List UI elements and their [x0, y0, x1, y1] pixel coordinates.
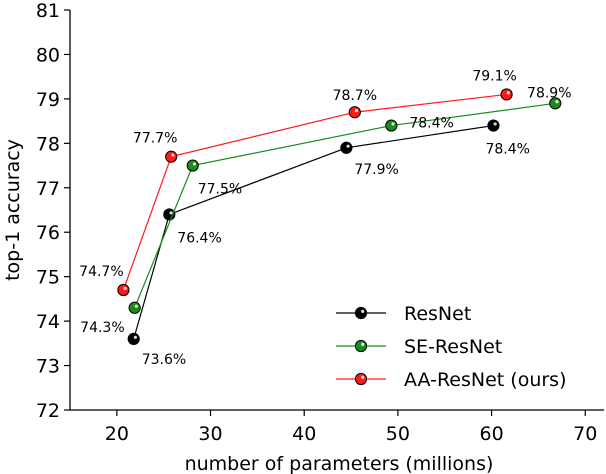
series-1-data-label: 74.3% — [80, 320, 124, 336]
x-tick-label: 50 — [386, 423, 410, 445]
series-0-point-highlight — [493, 122, 497, 126]
y-axis-title: top-1 accuracy — [2, 139, 24, 281]
y-tick-label: 81 — [36, 0, 60, 22]
y-tick-label: 79 — [36, 89, 60, 111]
legend-marker-highlight-1 — [361, 342, 365, 346]
series-2-data-label: 77.7% — [133, 131, 177, 147]
series-0-data-label: 73.6% — [142, 352, 186, 368]
series-1-point-highlight — [134, 304, 138, 308]
legend-label-2: AA-ResNet (ours) — [404, 369, 567, 391]
y-tick-label: 76 — [36, 222, 60, 244]
series-1-point-highlight — [192, 162, 197, 166]
series-1-data-label: 78.9% — [527, 85, 571, 101]
x-tick-label: 30 — [198, 423, 222, 445]
series-2-point-highlight — [506, 91, 510, 95]
y-tick-label: 72 — [36, 400, 60, 422]
legend-marker-0 — [354, 306, 368, 320]
series-2-point-highlight — [354, 109, 359, 113]
series-2-point — [500, 88, 513, 101]
series-0-point-highlight — [346, 144, 350, 148]
legend-marker-highlight-2 — [361, 375, 365, 379]
legend-marker-highlight-0 — [361, 309, 365, 313]
y-tick-label: 75 — [36, 267, 60, 289]
y-tick-label: 80 — [36, 44, 60, 66]
series-0-point — [340, 141, 353, 154]
series-1-data-label: 78.4% — [409, 116, 453, 132]
legend-label-0: ResNet — [404, 303, 471, 325]
y-tick-label: 77 — [36, 178, 60, 200]
x-axis-title: number of parameters (millions) — [185, 453, 494, 474]
legend-marker-1 — [354, 339, 368, 353]
series-0-data-label: 77.9% — [354, 162, 398, 178]
series-2-data-label: 74.7% — [79, 264, 123, 280]
series-2-point — [117, 283, 130, 297]
series-0-point-highlight — [169, 211, 173, 215]
x-tick-label: 40 — [292, 423, 316, 445]
series-1-point — [186, 159, 199, 172]
series-2-data-label: 78.7% — [333, 88, 377, 104]
series-1-point-highlight — [555, 100, 559, 104]
series-0-point — [127, 332, 140, 345]
series-2-point — [348, 106, 361, 119]
series-line-2 — [122, 93, 507, 291]
series-0-data-label: 78.4% — [485, 142, 529, 158]
series-line-0 — [133, 124, 494, 340]
x-tick-label: 20 — [105, 423, 129, 445]
series-1-point — [385, 119, 398, 132]
y-tick-label: 73 — [36, 356, 60, 378]
series-1-point — [128, 301, 141, 314]
data-labels: 73.6% 76.4% 77.9% 78.4% 74.3% 77.5% 78.4% 78.9%… — [79, 68, 571, 367]
legend-marker-2 — [354, 372, 368, 386]
series-0-data-label: 76.4% — [177, 230, 221, 246]
x-tick-label: 60 — [479, 423, 503, 445]
series-2-data-label: 79.1% — [472, 68, 516, 84]
series-1-data-label: 77.5% — [198, 182, 242, 198]
series-2-point-highlight — [123, 286, 127, 290]
x-tick-label: 70 — [573, 423, 597, 445]
series-2-point-highlight — [171, 153, 175, 157]
y-tick-label: 78 — [36, 133, 60, 155]
series-1-point-highlight — [391, 122, 395, 126]
y-tick-label: 74 — [36, 311, 60, 333]
series-0-point — [487, 119, 500, 132]
legend: ResNet SE-ResNet AA-ResNet (ours) — [336, 303, 567, 391]
series-layer — [117, 88, 562, 345]
series-2-point — [165, 150, 178, 163]
series-1-point — [549, 97, 562, 110]
legend-label-1: SE-ResNet — [404, 336, 502, 358]
series-0-point-highlight — [133, 335, 138, 339]
series-line-1 — [134, 102, 556, 309]
